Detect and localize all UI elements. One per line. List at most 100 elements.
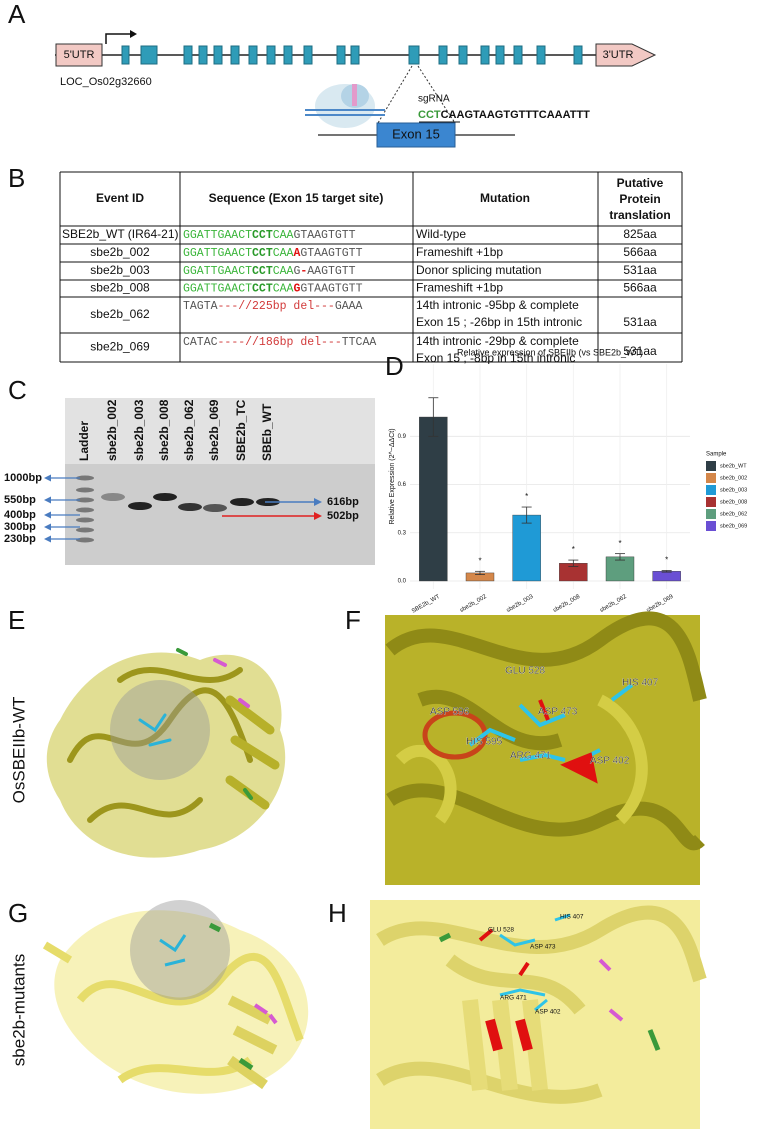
x-tick-label: sbe2b_008 bbox=[552, 594, 581, 614]
x-tick-label: sbe2b_069 bbox=[646, 594, 675, 614]
residue-label: ARG 471 bbox=[510, 751, 552, 762]
utr3-box bbox=[595, 43, 657, 67]
ladder-size: 300bp bbox=[4, 521, 36, 533]
ladder-band bbox=[76, 537, 94, 543]
exon15-box bbox=[376, 122, 456, 148]
legend-label: sbe2b_062 bbox=[720, 511, 747, 517]
ladder-band bbox=[76, 507, 94, 513]
structure-f bbox=[385, 611, 707, 885]
significance: * bbox=[525, 492, 528, 501]
sequence-segment: TAGTA bbox=[183, 300, 218, 313]
sequence-segment: GGATTGAACT bbox=[183, 247, 252, 260]
significance: * bbox=[618, 539, 621, 548]
exon bbox=[350, 45, 360, 65]
exon bbox=[458, 45, 468, 65]
sequence: CATAC----//186bp del---TTCAA bbox=[183, 336, 376, 349]
sequence-segment: GGATTGAACT bbox=[183, 283, 252, 296]
band-arrowhead bbox=[314, 498, 322, 506]
ladder-arrowhead bbox=[44, 474, 51, 482]
sequence-segment: ---//225bp del--- bbox=[218, 300, 335, 313]
mutation: 14th intronic -29bp & complete bbox=[416, 334, 579, 348]
bar bbox=[512, 514, 541, 582]
table-header: translation bbox=[609, 208, 670, 222]
sequence-segment: TTCAA bbox=[342, 336, 377, 349]
band bbox=[128, 502, 152, 510]
exon bbox=[183, 45, 193, 65]
exon bbox=[408, 45, 420, 65]
x-tick-label: sbe2b_062 bbox=[599, 594, 628, 614]
exon bbox=[513, 45, 523, 65]
legend-label: sbe2b_002 bbox=[720, 475, 747, 481]
locus-label: LOC_Os02g32660 bbox=[60, 76, 152, 88]
event-id: sbe2b_062 bbox=[90, 307, 150, 321]
panel-label: H bbox=[328, 898, 347, 928]
exon bbox=[248, 45, 258, 65]
panel-label: C bbox=[8, 375, 27, 405]
sequence-segment: G bbox=[293, 283, 300, 296]
mutation: 14th intronic -95bp & complete bbox=[416, 298, 579, 312]
sequence-segment: CAA bbox=[273, 265, 294, 278]
exon bbox=[266, 45, 276, 65]
table-header: Sequence (Exon 15 target site) bbox=[209, 191, 384, 205]
exon bbox=[121, 45, 130, 65]
x-tick-label: SBE2b_WT bbox=[411, 594, 441, 615]
sequence-segment: CCT bbox=[252, 283, 273, 296]
panel-label: G bbox=[8, 898, 28, 928]
sequence-segment: CCT bbox=[252, 229, 273, 242]
significance: * bbox=[478, 556, 481, 565]
sequence-segment: CAAGTAAGTGTTTCAAATTT bbox=[441, 109, 591, 121]
ladder-band bbox=[76, 527, 94, 533]
event-id: sbe2b_003 bbox=[90, 263, 150, 277]
sequence: TAGTA---//225bp del---GAAA bbox=[183, 300, 363, 313]
sequence: GGATTGAACTCCTCAAAGTAAGTGTT bbox=[183, 247, 363, 260]
sequence-segment: A bbox=[293, 247, 300, 260]
exon bbox=[438, 45, 448, 65]
mutation: Frameshift +1bp bbox=[416, 281, 503, 295]
utr5-label: 5'UTR bbox=[64, 49, 95, 61]
table-header: Protein bbox=[619, 192, 660, 206]
row-label: sbe2b-mutants bbox=[9, 954, 28, 1066]
band bbox=[101, 493, 125, 501]
exon bbox=[336, 45, 346, 65]
table-header: Event ID bbox=[96, 191, 144, 205]
sequence-segment: CAA bbox=[273, 247, 294, 260]
gel-top bbox=[65, 398, 375, 464]
bar bbox=[419, 416, 448, 582]
legend-swatch bbox=[706, 485, 716, 495]
tss-arrowhead bbox=[130, 30, 137, 38]
legend-label: sbe2b_WT bbox=[720, 463, 747, 469]
sequence-segment: CATAC bbox=[183, 336, 218, 349]
x-tick-label: sbe2b_002 bbox=[459, 594, 488, 614]
residue-label: GLU 528 bbox=[505, 666, 545, 677]
x-tick-label: sbe2b_003 bbox=[506, 594, 535, 614]
sequence-segment: G bbox=[293, 265, 300, 278]
sgrna-sequence: CCTCAAGTAAGTGTTTCAAATTT bbox=[418, 109, 590, 121]
lane-label: sbe2b_062 bbox=[182, 399, 196, 461]
band bbox=[230, 498, 254, 506]
exon bbox=[303, 45, 313, 65]
chart-title: Relative expression of SBEIIb (vs SBE2b_… bbox=[457, 347, 643, 357]
structure-h bbox=[370, 900, 707, 1129]
ladder-band bbox=[76, 497, 94, 503]
sequence-segment: GGATTGAACT bbox=[183, 229, 252, 242]
residue-label: HIS 407 bbox=[622, 678, 659, 689]
panel-label: A bbox=[8, 0, 26, 29]
gel-bands: Ladder sbe2b_002 sbe2b_003 sbe2b_008 sbe2b_0… bbox=[4, 399, 359, 545]
lane-label: sbe2b_069 bbox=[207, 399, 221, 461]
ladder-size: 550bp bbox=[4, 494, 36, 506]
legend-swatch bbox=[706, 473, 716, 483]
exon bbox=[140, 45, 158, 65]
legend-swatch bbox=[706, 509, 716, 519]
band-size: 616bp bbox=[327, 496, 359, 508]
residue-labels: HIS 407 GLU 528 ASP 473 ASP 596 HIS 595 ARG 4… bbox=[430, 665, 659, 1015]
legend-title: Sample bbox=[706, 452, 727, 458]
zoom-line bbox=[417, 65, 456, 124]
event-id: SBE2b_WT (IR64-21) bbox=[62, 227, 179, 241]
utr5-box bbox=[55, 43, 103, 67]
y-axis-label: Relative Expression (2^−ΔΔCt) bbox=[389, 428, 396, 524]
y-tick-label: 0.9 bbox=[398, 434, 407, 440]
sequence-segment: GTAAGTGTT bbox=[300, 283, 362, 296]
bar-chart: Relative expression of SBEIIb (vs SBE2b_… bbox=[389, 347, 747, 626]
ladder-size: 400bp bbox=[4, 509, 36, 521]
